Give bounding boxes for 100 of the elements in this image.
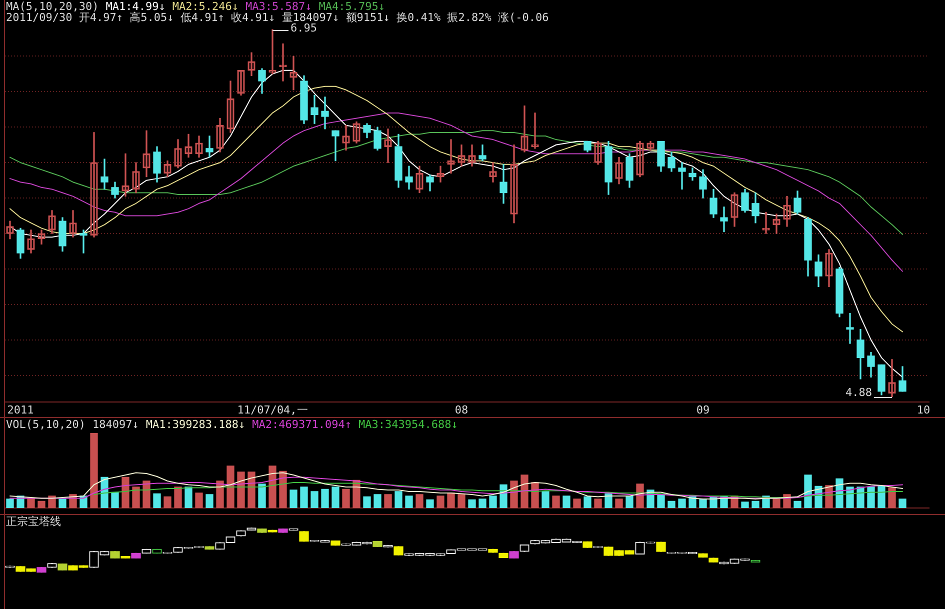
bar (447, 492, 455, 508)
bar (636, 484, 644, 508)
annotation: 6.95 (290, 21, 317, 34)
bar (248, 472, 256, 508)
bar (836, 478, 844, 508)
bar (100, 476, 108, 508)
bar (268, 466, 276, 508)
text: MA1:4.99↓ (106, 0, 166, 13)
bar (573, 498, 581, 508)
bar (184, 486, 192, 508)
candlestick (846, 313, 854, 344)
bar (363, 496, 371, 508)
bar (258, 484, 266, 508)
text: MA4:5.795↓ (318, 0, 386, 13)
bar (216, 480, 224, 508)
bar (195, 492, 203, 508)
text: 2011/09/30 开4.97↑ 高5.05↓ 低4.91↑ 收4.91↓ 量184097↓ 额9151↓ 换0.41% 振2.82% 涨(-0.06 (6, 10, 549, 24)
bar (804, 474, 812, 508)
candlestick (206, 136, 214, 158)
bar (174, 486, 182, 508)
candlestick (100, 158, 108, 190)
bar (436, 496, 444, 508)
bar (794, 500, 802, 508)
bar (58, 498, 66, 508)
bar (290, 490, 298, 508)
bar (237, 472, 245, 508)
bar (332, 486, 340, 508)
bar (90, 433, 98, 508)
bar (562, 496, 570, 508)
bar (458, 494, 466, 508)
bar (678, 498, 686, 508)
bar (520, 474, 528, 508)
bar (542, 491, 550, 508)
candlestick (720, 206, 728, 232)
text: MA1:399283.188↓ (146, 418, 246, 431)
bar (321, 488, 329, 508)
bar (668, 500, 676, 508)
candlestick (321, 96, 329, 130)
bar (856, 486, 864, 508)
bar (867, 486, 875, 508)
bar (478, 498, 486, 508)
bar (426, 499, 434, 508)
text: MA3:5.587↓ (246, 0, 312, 13)
bar (688, 496, 696, 508)
bar (846, 486, 854, 508)
bar (405, 496, 413, 508)
bar (531, 482, 539, 508)
annotation: 4.88 (846, 386, 872, 399)
bar (111, 492, 119, 508)
bar (38, 500, 46, 508)
candlestick (268, 29, 276, 74)
bar (122, 476, 130, 508)
bar (657, 494, 665, 508)
bar (300, 486, 308, 508)
candlestick (332, 130, 340, 162)
x-tick-label: 09 (696, 403, 710, 416)
bar (164, 496, 172, 508)
bar (279, 470, 287, 508)
candlestick (678, 162, 686, 190)
chart-title: MA(5,10,20,30) (6, 0, 99, 13)
text: MA2:5.246↓ (172, 0, 239, 13)
text: MA2:469371.094↑ (252, 418, 352, 431)
bar (342, 488, 350, 508)
bar (142, 480, 150, 508)
bar (626, 496, 634, 508)
bar (374, 494, 382, 508)
bar (552, 496, 560, 508)
bar (310, 491, 318, 508)
x-tick-label: 2011 (7, 403, 34, 416)
bar (132, 486, 140, 508)
bar (878, 485, 886, 508)
bar (384, 494, 392, 508)
bar (594, 498, 602, 508)
text: 184097↓ (92, 418, 139, 431)
bar (48, 496, 56, 508)
bar (394, 491, 402, 508)
candlestick (80, 230, 88, 254)
bar (741, 502, 749, 508)
bar (615, 498, 623, 508)
x-tick-label: 11/07/04,一 (237, 403, 308, 416)
bar (489, 496, 497, 508)
bar (888, 487, 896, 508)
bar (6, 498, 14, 508)
bar (604, 493, 612, 508)
bar (752, 500, 760, 508)
chart-title: 正宗宝塔线 (6, 514, 61, 528)
bar (898, 498, 906, 508)
candlestick (531, 112, 539, 149)
bar (153, 493, 161, 508)
x-tick-label: 10 (916, 403, 930, 416)
bar (206, 494, 214, 508)
text: MA3:343954.688↓ (358, 418, 458, 431)
chart-title: VOL(5,10,20) (6, 418, 86, 431)
bar (468, 499, 476, 508)
bar (226, 466, 234, 508)
bar (27, 498, 35, 508)
bar (584, 496, 592, 508)
bar (416, 494, 424, 508)
bar (772, 498, 780, 508)
x-tick-label: 08 (454, 403, 468, 416)
